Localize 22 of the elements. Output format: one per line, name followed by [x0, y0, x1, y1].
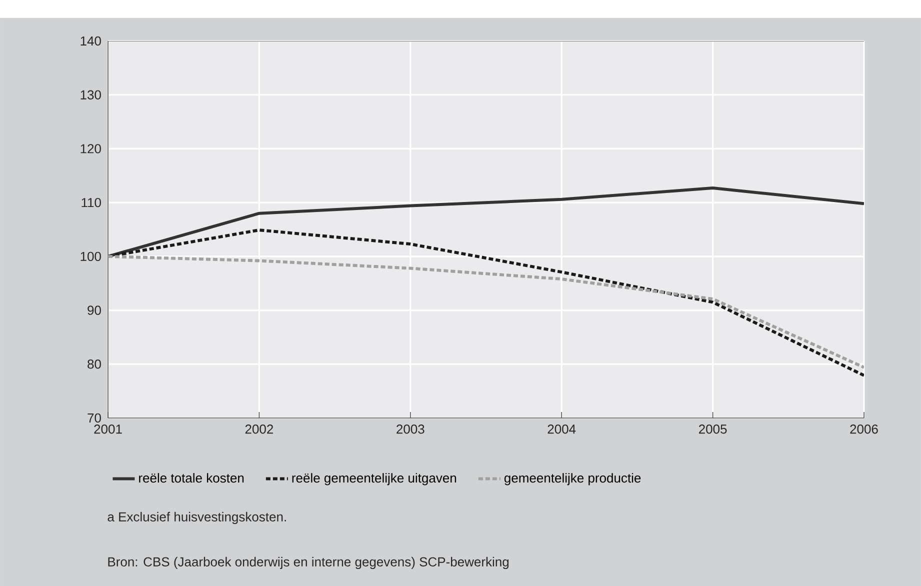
- y-tick-label: 130: [80, 90, 101, 100]
- legend-label: reële gemeentelijke uitgaven: [292, 473, 456, 486]
- y-tick-label: 110: [82, 198, 101, 208]
- text: a Exclusief huisvestingskosten.: [108, 512, 286, 524]
- x-tick-label: 2004: [548, 424, 576, 434]
- legend-label: reële totale kosten: [139, 473, 244, 483]
- legend-label: gemeentelijke productie: [504, 473, 641, 486]
- x-tick-label: 2002: [245, 424, 273, 434]
- x-tick-label: 2003: [396, 424, 424, 434]
- y-tick-label: 80: [88, 360, 101, 369]
- text: Bron: CBS (Jaarboek onderwijs en interne gegevens) SCP-bewerking: [108, 556, 509, 570]
- line-series: [108, 228, 864, 377]
- y-tick-label: 120: [80, 144, 101, 154]
- y-tick-label: 100: [80, 252, 101, 262]
- line-series: [108, 254, 864, 369]
- y-tick-label: 70: [88, 413, 101, 423]
- x-tick-label: 2001: [94, 424, 122, 434]
- x-tick-label: 2005: [698, 424, 727, 434]
- y-tick-label: 90: [88, 306, 101, 315]
- line-series: [108, 186, 864, 258]
- y-tick-label: 140: [80, 36, 101, 46]
- x-tick-label: 2006: [850, 424, 878, 434]
